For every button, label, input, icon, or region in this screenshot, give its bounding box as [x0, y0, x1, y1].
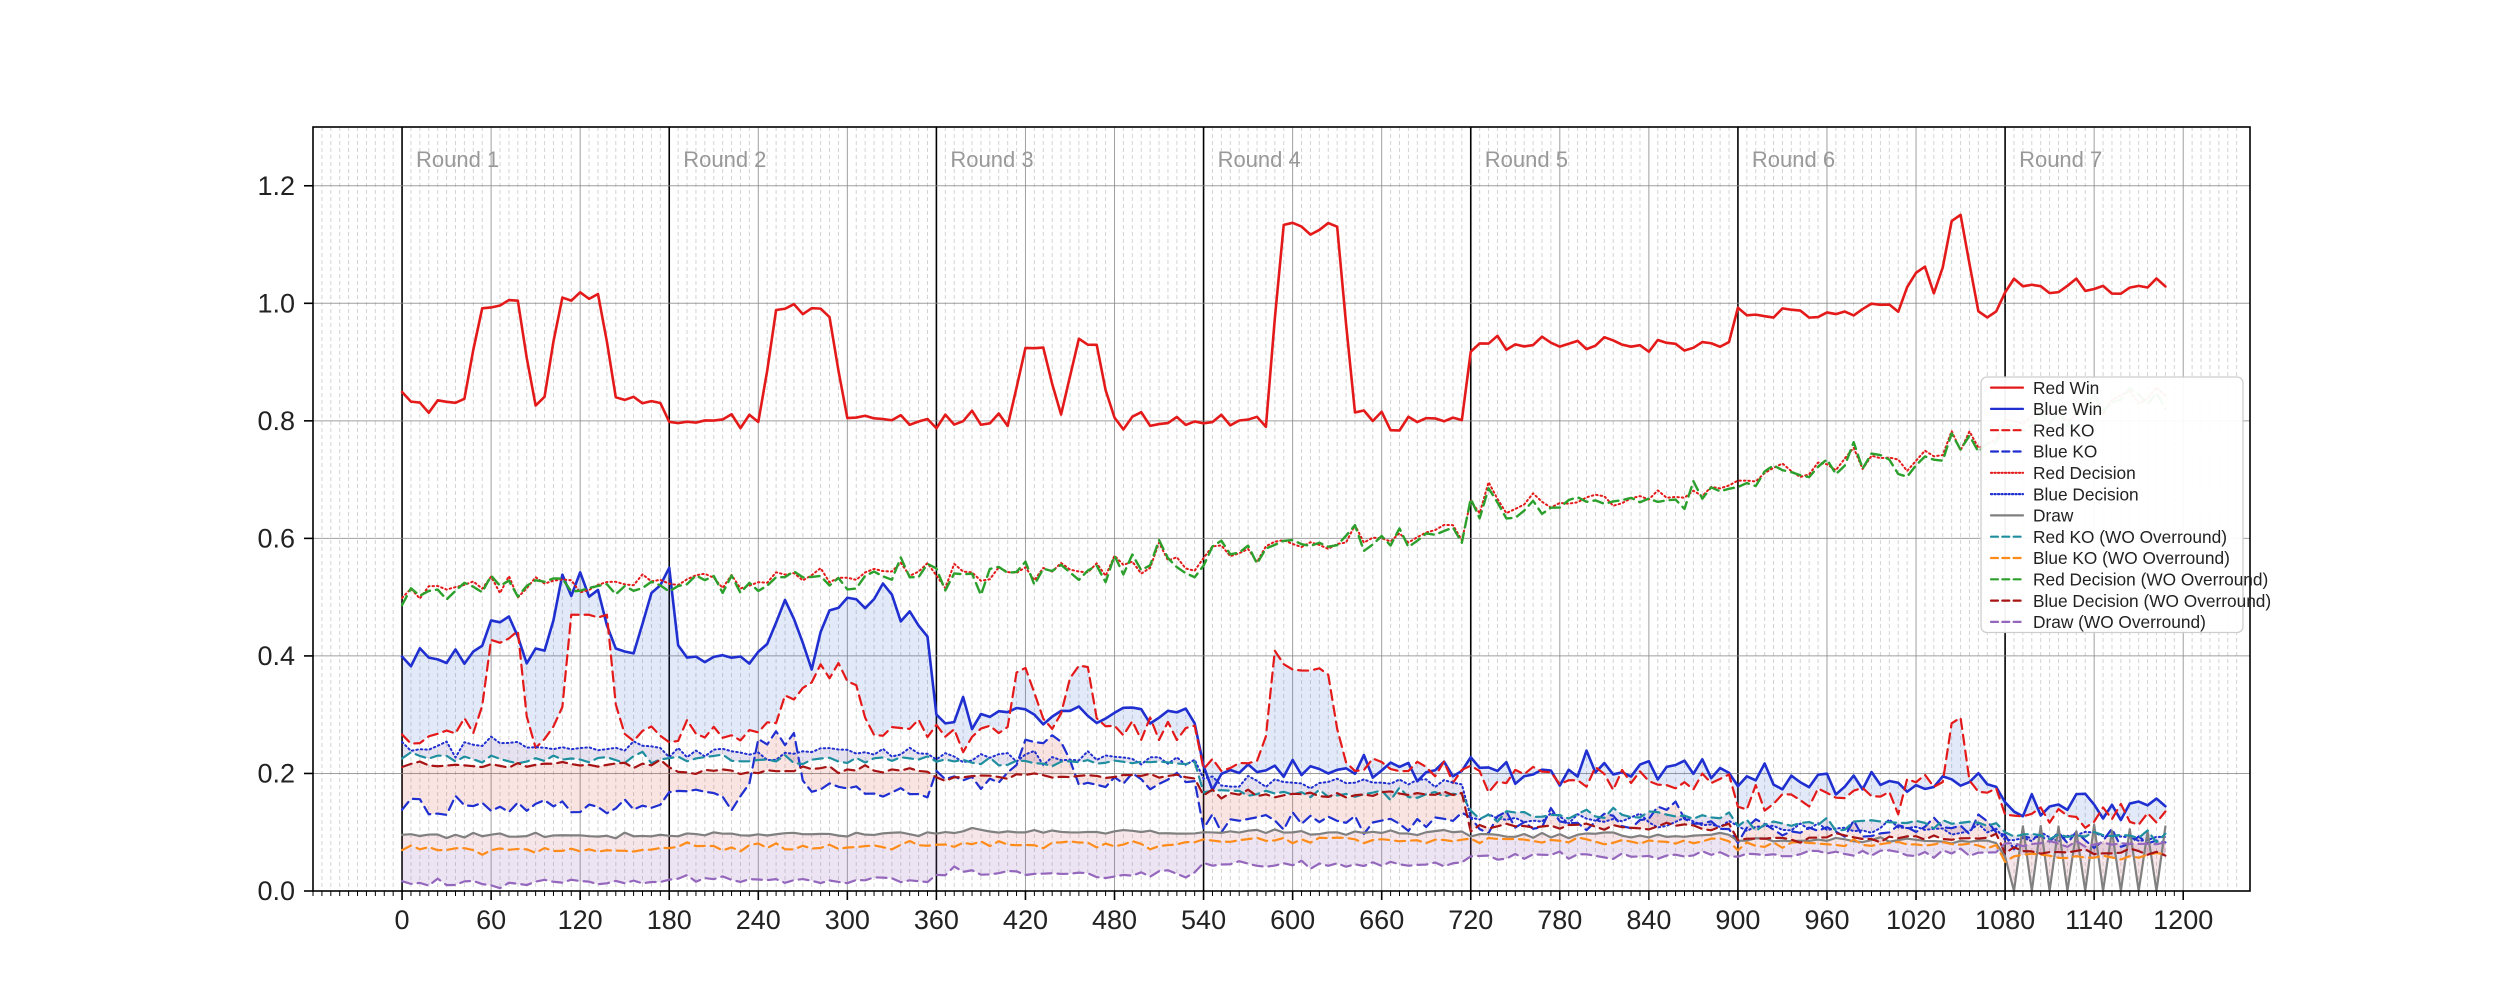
- svg-text:0: 0: [395, 905, 410, 935]
- svg-text:720: 720: [1448, 905, 1493, 935]
- svg-text:Red Win: Red Win: [2033, 378, 2099, 398]
- svg-text:Red Decision: Red Decision: [2033, 463, 2136, 483]
- svg-text:Round 4: Round 4: [1218, 147, 1301, 172]
- svg-text:540: 540: [1181, 905, 1226, 935]
- svg-text:1.2: 1.2: [257, 171, 295, 201]
- svg-text:1020: 1020: [1886, 905, 1946, 935]
- svg-text:1200: 1200: [2153, 905, 2213, 935]
- svg-text:660: 660: [1359, 905, 1404, 935]
- svg-text:0.0: 0.0: [257, 876, 295, 906]
- svg-text:480: 480: [1092, 905, 1137, 935]
- svg-text:960: 960: [1804, 905, 1849, 935]
- svg-text:Round 7: Round 7: [2019, 147, 2102, 172]
- svg-text:1080: 1080: [1975, 905, 2035, 935]
- svg-text:Blue Decision: Blue Decision: [2033, 484, 2139, 504]
- svg-text:180: 180: [647, 905, 692, 935]
- svg-text:0.8: 0.8: [257, 406, 295, 436]
- svg-text:Round 6: Round 6: [1752, 147, 1835, 172]
- svg-text:Draw (WO Overround): Draw (WO Overround): [2033, 612, 2206, 632]
- svg-text:Blue Decision (WO Overround): Blue Decision (WO Overround): [2033, 591, 2271, 611]
- svg-text:Round 1: Round 1: [416, 147, 499, 172]
- svg-text:300: 300: [825, 905, 870, 935]
- svg-text:240: 240: [736, 905, 781, 935]
- svg-text:840: 840: [1626, 905, 1671, 935]
- svg-text:0.6: 0.6: [257, 523, 295, 553]
- svg-text:900: 900: [1715, 905, 1760, 935]
- svg-text:780: 780: [1537, 905, 1582, 935]
- svg-text:1140: 1140: [2065, 905, 2123, 935]
- svg-text:Red KO (WO Overround): Red KO (WO Overround): [2033, 527, 2227, 547]
- svg-text:420: 420: [1003, 905, 1048, 935]
- svg-text:1.0: 1.0: [257, 288, 295, 318]
- svg-text:Blue KO (WO Overround): Blue KO (WO Overround): [2033, 548, 2230, 568]
- svg-text:Round 2: Round 2: [683, 147, 766, 172]
- svg-text:Blue KO: Blue KO: [2033, 442, 2097, 462]
- svg-text:Round 3: Round 3: [950, 147, 1033, 172]
- svg-text:0.2: 0.2: [257, 758, 295, 788]
- svg-text:600: 600: [1270, 905, 1315, 935]
- svg-text:Red Decision (WO Overround): Red Decision (WO Overround): [2033, 570, 2268, 590]
- svg-text:Draw: Draw: [2033, 506, 2074, 526]
- svg-text:Blue Win: Blue Win: [2033, 399, 2102, 419]
- svg-text:60: 60: [476, 905, 506, 935]
- svg-text:0.4: 0.4: [257, 641, 295, 671]
- svg-text:360: 360: [914, 905, 959, 935]
- svg-text:Red KO: Red KO: [2033, 420, 2094, 440]
- svg-text:Round 5: Round 5: [1485, 147, 1568, 172]
- svg-text:120: 120: [558, 905, 603, 935]
